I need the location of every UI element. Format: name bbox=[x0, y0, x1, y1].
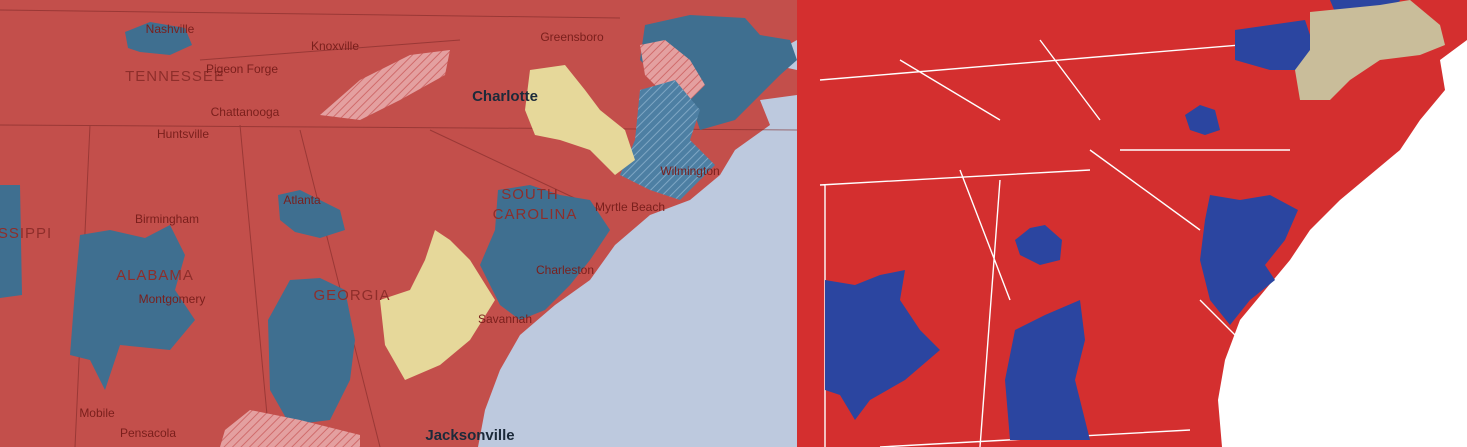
city-label: Jacksonville bbox=[425, 427, 514, 444]
right-map bbox=[797, 0, 1467, 447]
district-yellow bbox=[380, 230, 495, 380]
district-blue bbox=[825, 270, 940, 420]
district-blue bbox=[278, 190, 345, 238]
district-hatched-red bbox=[640, 40, 705, 100]
state-label: TENNESSEE bbox=[125, 68, 225, 85]
district-hatched-red bbox=[320, 50, 450, 120]
district-hatched-blue bbox=[620, 80, 715, 200]
district-blue bbox=[1015, 225, 1062, 265]
state-label: GEORGIA bbox=[313, 287, 390, 304]
district-blue bbox=[70, 225, 195, 390]
city-label: Charleston bbox=[536, 263, 594, 277]
district-blue bbox=[1235, 20, 1315, 70]
state-label: CAROLINA bbox=[493, 206, 578, 223]
district-blue bbox=[480, 185, 610, 320]
state-label: SOUTH bbox=[501, 186, 559, 203]
state-label: ALABAMA bbox=[116, 267, 194, 284]
city-label: Charlotte bbox=[472, 88, 538, 105]
city-label: Knoxville bbox=[311, 39, 359, 53]
city-label: Chattanooga bbox=[211, 105, 280, 119]
city-label: Pigeon Forge bbox=[206, 62, 278, 76]
district-blue bbox=[640, 15, 797, 130]
ocean bbox=[1218, 40, 1467, 447]
district-blue bbox=[0, 185, 22, 298]
state-label: SSIPPI bbox=[0, 225, 52, 242]
city-label: Myrtle Beach bbox=[595, 200, 665, 214]
city-label: Greensboro bbox=[540, 30, 604, 44]
city-label: Birmingham bbox=[135, 212, 199, 226]
ocean bbox=[478, 95, 797, 447]
district-blue bbox=[125, 22, 192, 55]
district-hatched-red bbox=[220, 410, 360, 447]
city-label: Pensacola bbox=[120, 426, 176, 440]
district-yellow bbox=[525, 65, 635, 175]
district-blue bbox=[1005, 300, 1090, 440]
city-label: Atlanta bbox=[283, 193, 321, 207]
city-label: Nashville bbox=[146, 22, 195, 36]
district-blue bbox=[1185, 105, 1220, 135]
city-label: Wilmington bbox=[660, 164, 719, 178]
district-blue bbox=[268, 278, 355, 425]
district-blue bbox=[1200, 195, 1298, 325]
city-label: Montgomery bbox=[139, 292, 206, 306]
city-label: Mobile bbox=[79, 406, 115, 420]
city-label: Huntsville bbox=[157, 127, 209, 141]
city-label: Savannah bbox=[478, 312, 532, 326]
left-map bbox=[0, 0, 797, 447]
district-tan bbox=[1295, 0, 1445, 100]
